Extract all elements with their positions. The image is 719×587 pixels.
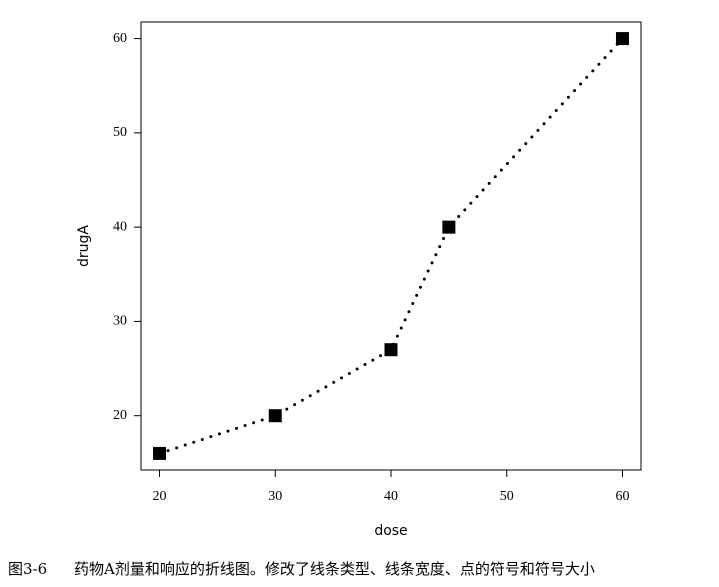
caption-text: 药物A剂量和响应的折线图。修改了线条类型、线条宽度、点的符号和符号大小 — [74, 560, 595, 578]
y-tick-label: 60 — [113, 31, 127, 46]
data-point — [442, 220, 456, 234]
y-axis-label: drugA — [76, 225, 92, 267]
x-tick-label: 50 — [500, 489, 514, 504]
y-tick-label: 40 — [113, 219, 127, 234]
plot-frame — [140, 21, 642, 471]
data-point — [615, 32, 629, 46]
data-point — [153, 446, 167, 460]
y-tick-label: 50 — [113, 125, 127, 140]
y-tick-label: 30 — [113, 314, 127, 329]
data-point — [268, 409, 282, 423]
y-tick-label: 20 — [113, 408, 127, 423]
x-axis-label: dose — [374, 523, 407, 539]
data-point — [384, 343, 398, 357]
data-line — [158, 37, 624, 455]
x-tick-label: 40 — [384, 489, 398, 504]
x-tick-label: 30 — [268, 489, 282, 504]
x-tick-label: 20 — [153, 489, 167, 504]
x-tick-label: 60 — [615, 489, 629, 504]
caption-label: 图3-6 — [8, 560, 47, 578]
